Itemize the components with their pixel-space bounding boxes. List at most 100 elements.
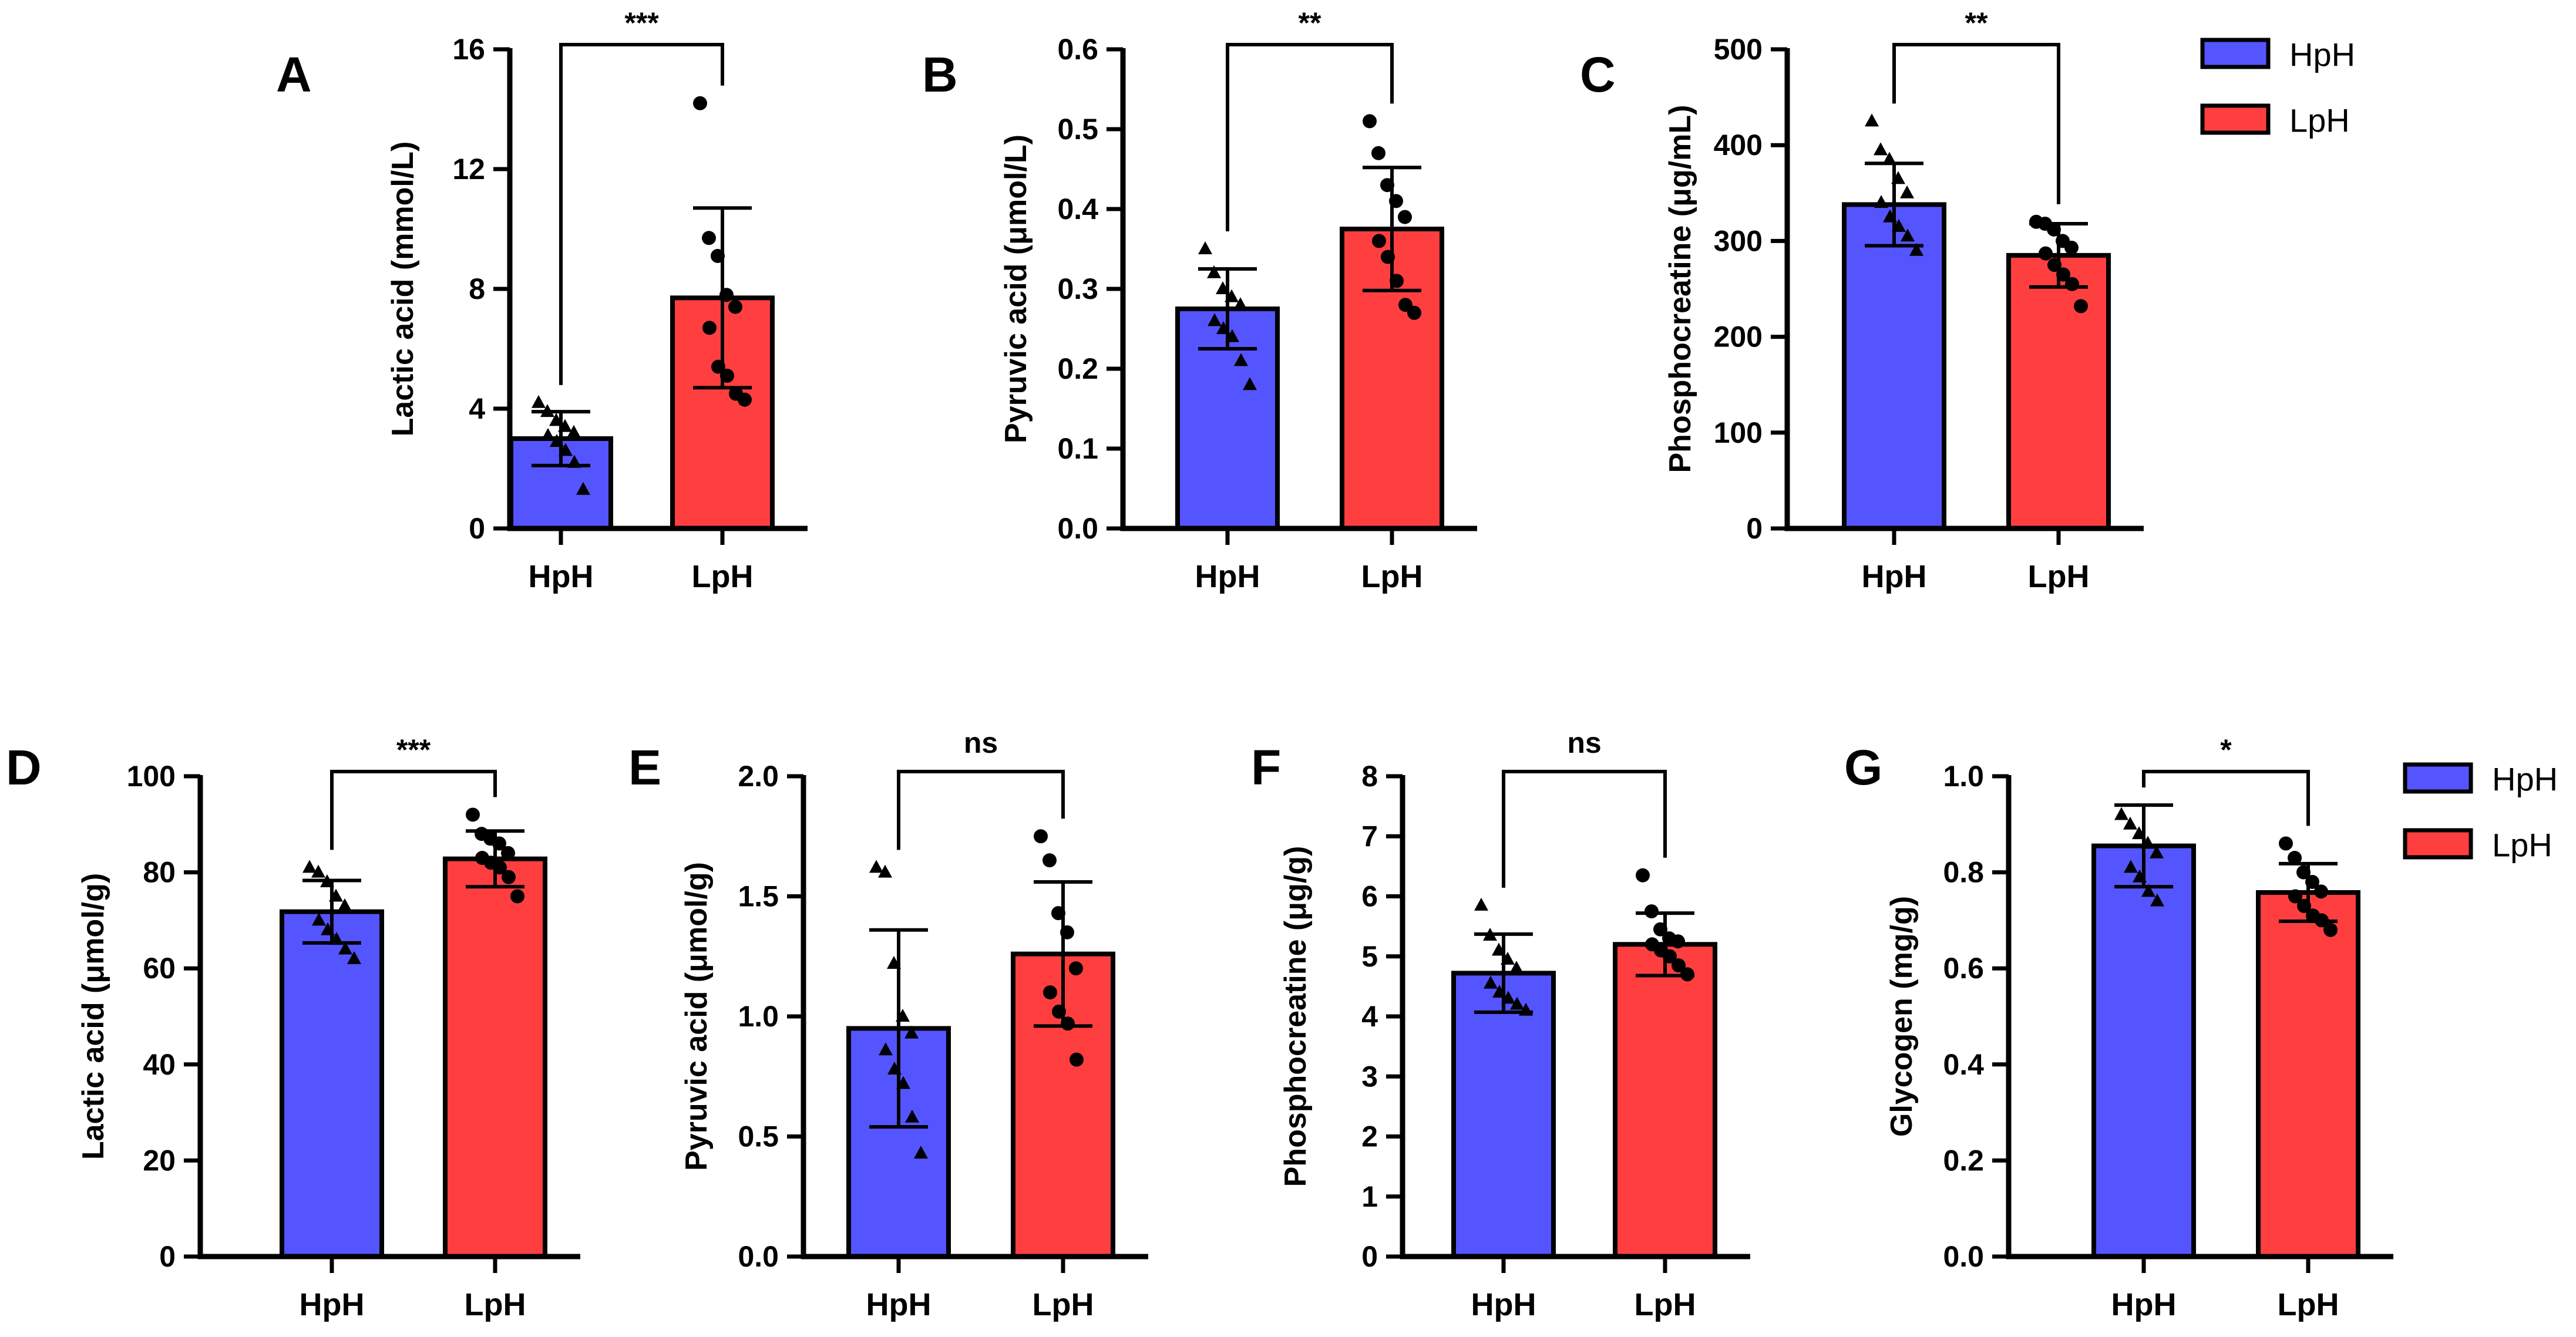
data-point	[1390, 274, 1404, 288]
data-point	[2124, 860, 2138, 873]
x-tick-label: LpH	[1033, 1287, 1094, 1322]
panel-letter-c: C	[1580, 47, 1616, 102]
data-point	[1645, 904, 1659, 919]
significance-bracket	[330, 770, 497, 850]
x-tick-label: LpH	[2278, 1287, 2339, 1322]
data-point	[1389, 194, 1403, 208]
data-point	[567, 454, 581, 468]
data-point	[1483, 927, 1497, 941]
bar-lph	[2006, 252, 2111, 531]
data-point	[1043, 985, 1057, 1000]
significance-bracket	[1502, 770, 1667, 888]
y-tick-label: 60	[143, 952, 176, 985]
data-point	[887, 956, 901, 969]
y-tick-label: 400	[1714, 129, 1763, 161]
data-point	[493, 860, 507, 875]
y-axis-title: Glycogen (mg/g)	[1885, 896, 1919, 1137]
panel-letter-d: D	[6, 740, 42, 795]
data-point	[1672, 958, 1686, 973]
chart-panel-c: C 0 100 200 300 400 500 HpH LpH Phosphocreatine (…	[1580, 6, 2144, 594]
data-point	[1671, 934, 1685, 949]
data-point	[2123, 816, 2137, 830]
legend-swatch-hph	[2403, 762, 2473, 794]
data-point	[904, 1025, 919, 1039]
data-point	[1398, 210, 1412, 224]
data-point	[896, 1009, 910, 1022]
y-tick-label: 100	[1714, 416, 1763, 449]
legend-label-hph: HpH	[2492, 761, 2558, 798]
significance-label: ***	[624, 6, 659, 39]
data-point	[1900, 185, 1914, 198]
data-point	[2074, 299, 2088, 314]
data-point	[338, 898, 352, 911]
data-point	[1653, 922, 1667, 937]
data-point	[1363, 114, 1377, 129]
x-tick-label: LpH	[1361, 559, 1423, 594]
legend-label-lph: LpH	[2289, 102, 2350, 139]
data-point	[302, 860, 317, 873]
legend: HpH LpH	[2403, 761, 2558, 864]
y-tick-label: 0.0	[738, 1240, 779, 1273]
y-tick-label: 40	[143, 1048, 176, 1081]
data-point	[2297, 898, 2311, 913]
data-point	[2150, 893, 2164, 907]
data-point	[2315, 913, 2329, 928]
y-tick-label: 0.0	[1057, 512, 1098, 545]
data-point	[1034, 829, 1048, 844]
data-point	[2141, 884, 2155, 897]
data-point	[502, 870, 516, 884]
data-point	[1069, 961, 1083, 976]
y-tick-label: 1.0	[738, 1000, 779, 1033]
data-point	[896, 1076, 910, 1089]
y-tick-label: 0.6	[1057, 33, 1098, 66]
data-point	[2305, 874, 2319, 889]
significance-bracket	[2142, 770, 2310, 826]
data-point	[1901, 228, 1915, 242]
data-point	[1892, 218, 1906, 232]
panel-letter-f: F	[1251, 740, 1281, 795]
panel-letter-e: E	[628, 740, 661, 795]
data-point	[1233, 297, 1247, 311]
bar-lph	[1613, 942, 1717, 1259]
data-point	[320, 874, 334, 887]
data-point	[738, 392, 752, 407]
significance-bracket	[559, 43, 724, 385]
data-point	[1519, 1002, 1533, 1016]
y-tick-label: 8	[1361, 760, 1378, 793]
panel-letter-b: B	[922, 47, 958, 102]
data-point	[2288, 851, 2302, 865]
significance-label: **	[1299, 6, 1321, 39]
data-point	[878, 864, 892, 878]
data-point	[1680, 967, 1694, 982]
legend: HpH LpH	[2200, 36, 2355, 139]
data-point	[1234, 353, 1248, 366]
data-point	[2323, 922, 2338, 937]
significance-label: ns	[964, 726, 998, 759]
y-tick-label: 4	[1361, 1000, 1378, 1033]
chart-panel-d: D 0 20 40 60 80 100 HpH LpH Lactic acid (μmol/g) *…	[6, 733, 580, 1322]
data-point	[329, 888, 343, 902]
data-point	[719, 288, 734, 302]
significance-label: ns	[1567, 726, 1601, 759]
data-point	[1874, 195, 1888, 208]
data-point	[1509, 961, 1524, 974]
data-point	[1882, 151, 1896, 165]
y-tick-label: 5	[1361, 940, 1378, 973]
data-point	[558, 419, 572, 432]
data-point	[728, 299, 742, 314]
y-tick-label: 0.3	[1057, 272, 1098, 305]
y-tick-label: 1	[1361, 1180, 1378, 1213]
data-point	[1208, 313, 1222, 326]
data-point	[1501, 991, 1515, 1004]
x-tick-label: LpH	[465, 1287, 526, 1322]
data-point	[1484, 975, 1498, 989]
data-point	[2296, 865, 2311, 880]
data-point	[711, 359, 725, 374]
y-tick-label: 2	[1361, 1120, 1378, 1153]
x-tick-label: HpH	[2111, 1287, 2177, 1322]
data-point	[1061, 1016, 1075, 1031]
bar-lph	[443, 856, 547, 1259]
y-tick-label: 0.5	[1057, 113, 1098, 146]
bar-hph	[1451, 971, 1556, 1259]
